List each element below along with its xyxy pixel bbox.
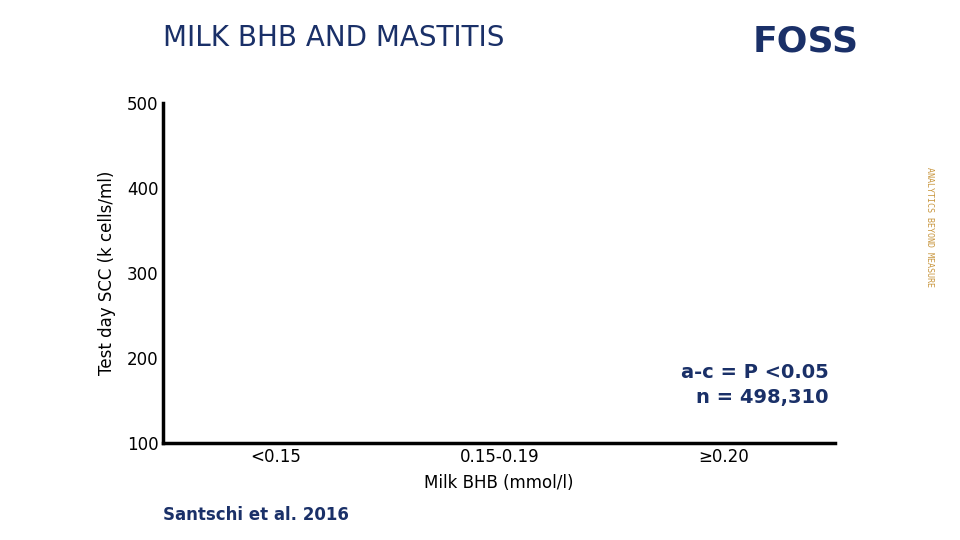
Text: FOSS: FOSS: [753, 24, 859, 58]
X-axis label: Milk BHB (mmol/l): Milk BHB (mmol/l): [424, 474, 574, 492]
Y-axis label: Test day SCC (k cells/ml): Test day SCC (k cells/ml): [98, 171, 115, 375]
Text: a-c = P <0.05
n = 498,310: a-c = P <0.05 n = 498,310: [681, 363, 828, 407]
Text: MILK BHB AND MASTITIS: MILK BHB AND MASTITIS: [163, 24, 505, 52]
Text: Santschi et al. 2016: Santschi et al. 2016: [163, 506, 349, 524]
Text: ANALYTICS BEYOND MEASURE: ANALYTICS BEYOND MEASURE: [924, 167, 934, 287]
